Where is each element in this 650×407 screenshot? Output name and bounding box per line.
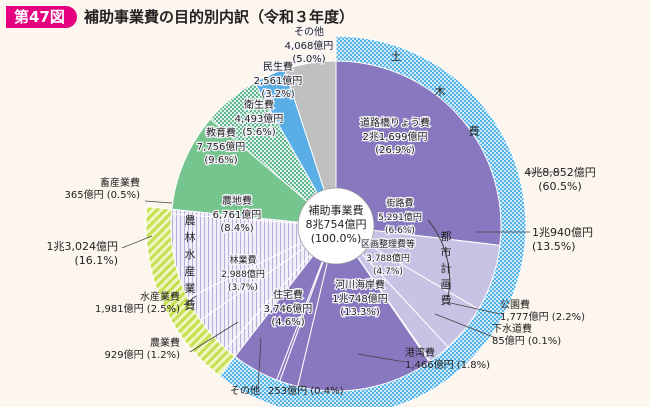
slice-label-value: 3,788億円 bbox=[366, 252, 410, 264]
leader-line bbox=[121, 235, 153, 249]
slice-label-value: 2,988億円 bbox=[221, 268, 265, 280]
outer-ring-char: 林 bbox=[185, 230, 196, 244]
subgroup-label-percent: (13.5%) bbox=[532, 240, 576, 253]
slice-label-percent: (13.3%) bbox=[340, 307, 380, 318]
pie-slice bbox=[170, 213, 338, 299]
slice-label-percent: (5.6%) bbox=[242, 127, 275, 138]
outer-ring-char: 産 bbox=[185, 265, 196, 278]
slice-label-value: 929億円 (1.2%) bbox=[105, 348, 181, 361]
figure-number-badge: 第47図 bbox=[6, 6, 77, 28]
leader-line bbox=[183, 295, 197, 306]
outer-label-percent: (60.5%) bbox=[538, 180, 582, 193]
leader-line bbox=[144, 200, 173, 204]
slice-label-value: 253億円 (0.4%) bbox=[268, 384, 344, 397]
slice-label-value: 4,068億円 bbox=[285, 39, 334, 52]
slice-label-name: 農地費 bbox=[222, 194, 252, 207]
slice-label-percent: (3.2%) bbox=[261, 89, 294, 100]
slice-label-value: 5,291億円 bbox=[378, 211, 422, 223]
slice-label-percent: (5.0%) bbox=[292, 54, 325, 65]
leader-line bbox=[189, 321, 239, 353]
subgroup-char: 都 bbox=[441, 230, 452, 243]
slice-label-percent: (9.6%) bbox=[204, 155, 237, 166]
leader-line bbox=[434, 313, 497, 339]
slice-label-name: 区画整理費等 bbox=[361, 238, 415, 250]
slice-label-name: 水産業費 bbox=[140, 290, 180, 303]
slice-label-percent: (4.6%) bbox=[271, 317, 304, 328]
slice-label-name: 道路橋りょう費 bbox=[360, 116, 430, 129]
slice-label-value: 365億円 (0.5%) bbox=[65, 188, 141, 201]
slice-label-value: 1,777億円 (2.2%) bbox=[500, 310, 585, 323]
slice-label-name: 衛生費 bbox=[244, 98, 274, 111]
slice-label-value: 2兆1,699億円 bbox=[363, 130, 428, 143]
leader-line bbox=[357, 353, 406, 363]
slice-label-value: 1兆748億円 bbox=[332, 292, 387, 305]
slice-label-value: 1,466億円 (1.8%) bbox=[405, 358, 490, 371]
slice-label-percent: (6.6%) bbox=[385, 226, 415, 236]
slice-label-value: 85億円 (0.1%) bbox=[492, 334, 561, 347]
pie-slice bbox=[171, 118, 338, 227]
slice-label-name: 港湾費 bbox=[405, 346, 435, 359]
slice-label-name: その他 bbox=[230, 384, 260, 397]
subgroup-char: 市 bbox=[441, 245, 452, 259]
subgroup-label-value: 1兆940億円 bbox=[532, 226, 593, 239]
subgroup-char: 画 bbox=[441, 278, 452, 291]
slice-label-value: 1,981億円 (2.5%) bbox=[95, 302, 180, 315]
outer-ring-char: 費 bbox=[469, 124, 480, 138]
slice-label-percent: (3.7%) bbox=[228, 283, 258, 293]
figure-header: 第47図 補助事業費の目的別内訳（令和３年度） bbox=[0, 0, 650, 34]
subgroup-bracket bbox=[427, 219, 451, 299]
outer-label-value: 4兆8,852億円 bbox=[524, 166, 596, 179]
slice-label-percent: (26.9%) bbox=[375, 145, 415, 156]
slice-label-name: 河川海岸費 bbox=[335, 278, 385, 291]
slice-label-percent: (8.4%) bbox=[220, 223, 253, 234]
outer-label-percent: (16.1%) bbox=[74, 254, 118, 267]
outer-ring-char: 水 bbox=[185, 248, 196, 261]
outer-ring-char: 木 bbox=[435, 85, 446, 98]
slice-label-name: 下水道費 bbox=[492, 322, 532, 335]
slice-label-value: 2,561億円 bbox=[254, 74, 303, 87]
outer-ring-char: 土 bbox=[391, 50, 402, 63]
center-label: (100.0%) bbox=[311, 232, 362, 245]
pie-slice bbox=[335, 60, 502, 246]
center-label: 8兆754億円 bbox=[306, 218, 367, 231]
pie-slice bbox=[284, 60, 337, 227]
leader-line bbox=[445, 301, 501, 315]
slice-label-name: 教育費 bbox=[206, 126, 236, 139]
slice-label-name: 住宅費 bbox=[273, 288, 303, 301]
slice-label-name: 林業費 bbox=[229, 254, 256, 266]
center-disc bbox=[297, 187, 375, 265]
subgroup-char: 計 bbox=[441, 261, 452, 275]
outer-ring-char: 農 bbox=[185, 213, 196, 227]
slice-label-name: 畜産業費 bbox=[100, 176, 140, 189]
slice-label-percent: (4.7%) bbox=[373, 267, 403, 277]
slice-label-value: 3,746億円 bbox=[264, 302, 313, 315]
slice-label-value: 4,493億円 bbox=[235, 112, 284, 125]
outer-ring-char: 費 bbox=[185, 298, 196, 312]
slice-label-name: 街路費 bbox=[386, 197, 413, 209]
pie-slice bbox=[297, 224, 431, 392]
slice-label-name: 公園費 bbox=[500, 298, 530, 311]
slice-label-name: その他 bbox=[294, 25, 324, 38]
slice-label-name: 農業費 bbox=[150, 336, 180, 349]
outer-label-value: 1兆3,024億円 bbox=[47, 240, 119, 253]
leader-line bbox=[257, 337, 262, 389]
slice-label-name: 民生費 bbox=[263, 60, 293, 73]
center-label: 補助事業費 bbox=[309, 203, 364, 217]
outer-ring-char: 業 bbox=[185, 282, 196, 295]
figure-title: 補助事業費の目的別内訳（令和３年度） bbox=[84, 8, 355, 26]
slice-label-value: 6,761億円 bbox=[213, 208, 262, 221]
subgroup-char: 費 bbox=[441, 293, 452, 307]
slice-label-value: 7,756億円 bbox=[197, 140, 246, 153]
